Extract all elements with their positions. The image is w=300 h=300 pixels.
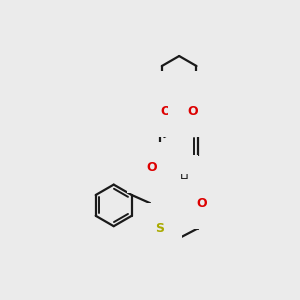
Text: N: N [169, 173, 180, 187]
Text: H: H [179, 173, 188, 187]
Text: O: O [161, 105, 171, 118]
Text: O: O [187, 105, 198, 118]
Text: O: O [146, 161, 157, 174]
Text: S: S [175, 105, 184, 118]
Text: N: N [174, 90, 184, 103]
Text: O: O [196, 197, 207, 210]
Text: S: S [154, 222, 164, 235]
